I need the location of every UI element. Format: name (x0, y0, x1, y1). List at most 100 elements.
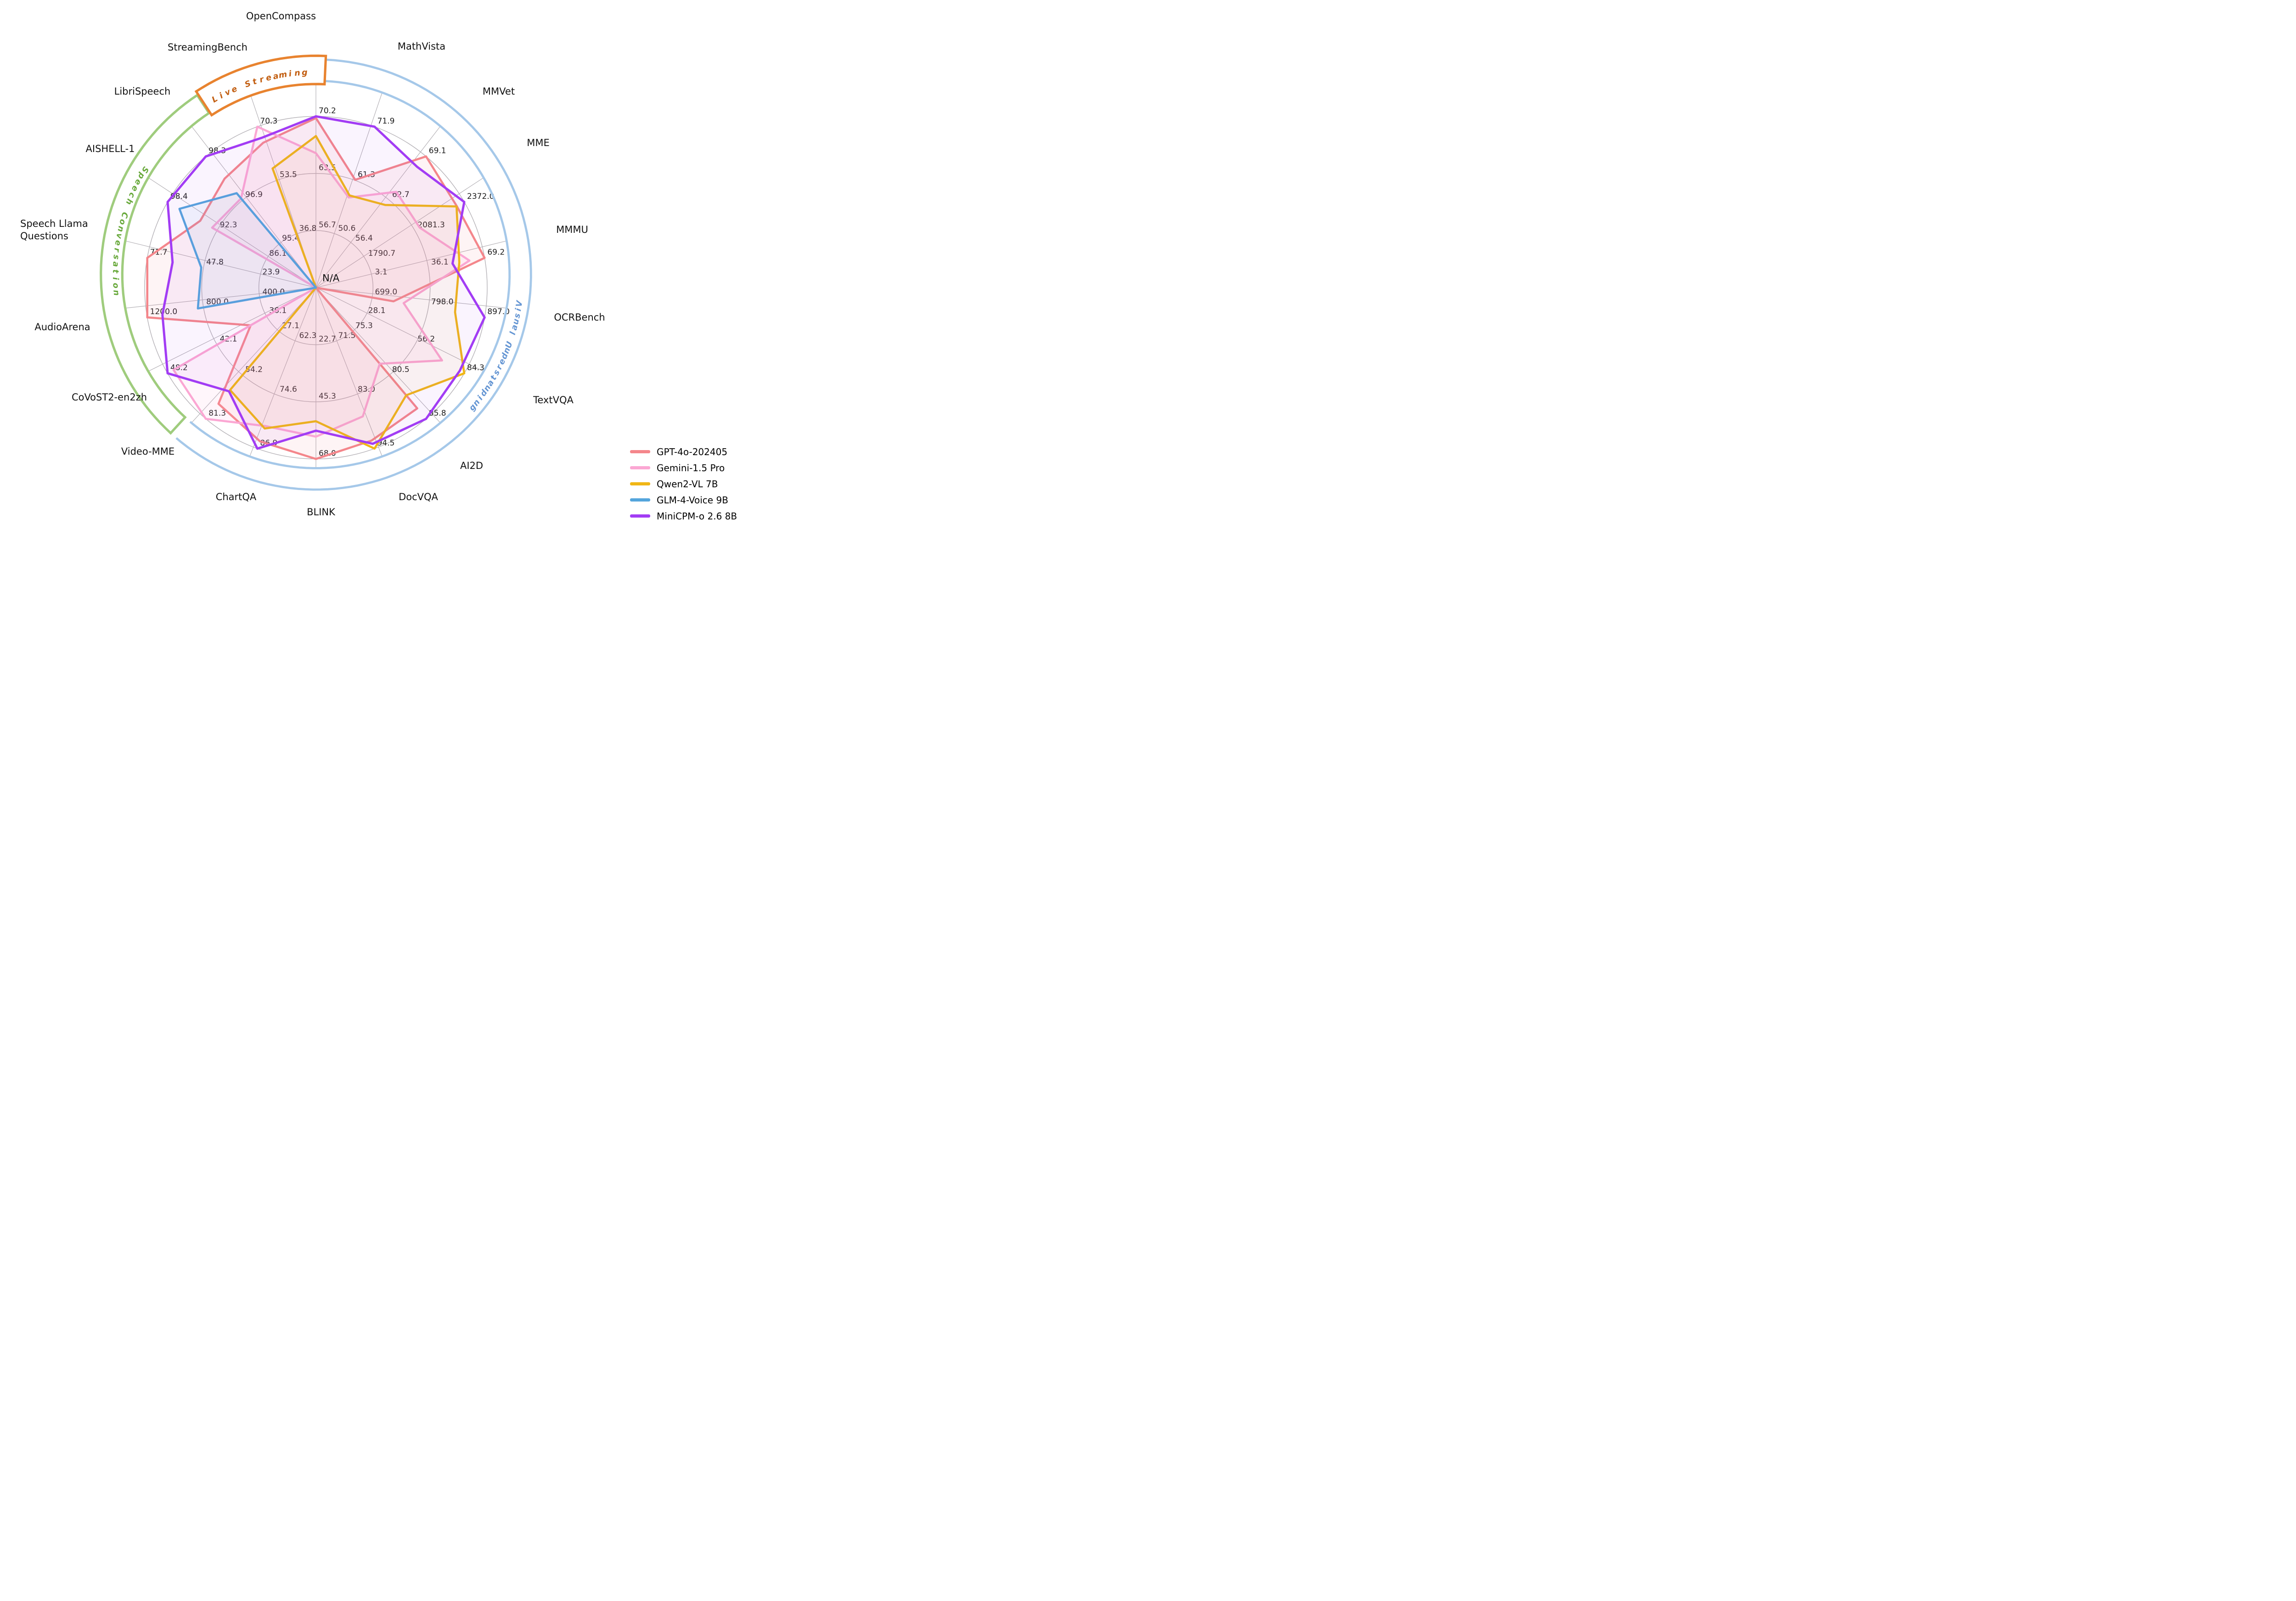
legend-item-minicpm-o-2-6-8b: MiniCPM-o 2.6 8B (630, 508, 737, 524)
legend-label: Gemini-1.5 Pro (657, 462, 725, 474)
group-speech-conversation-char-7: C (119, 211, 129, 219)
axis-label-Speech-Llama-Questions: Speech Llama Questions (20, 218, 88, 242)
tick-label-AISHELL-1-2: 86.1 (269, 249, 287, 258)
axis-label-AISHELL-1: AISHELL-1 (86, 143, 135, 154)
radar-figure: 70.2 63.5 56.7 71.9 61.3 50.6 69.1 62.7 56.4 2372… (0, 0, 781, 534)
tick-label-LibriSpeech-2: 95.4 (282, 234, 299, 243)
group-speech-conversation-char-9: n (115, 225, 125, 233)
group-speech-conversation-char-14: a (111, 261, 120, 267)
tick-label-BLINK-1: 45.3 (319, 392, 336, 401)
group-speech-conversation-char-10: v (114, 232, 124, 240)
group-live-streaming-char-13: g (301, 68, 308, 78)
group-speech-conversation-char-18: n (111, 289, 121, 296)
tick-label-AI2D-0: 85.8 (429, 409, 446, 418)
tick-label-AI2D-2: 75.3 (355, 321, 373, 331)
group-speech-conversation-char-16: i (111, 277, 120, 280)
axis-label-MMMU: MMMU (556, 224, 588, 235)
axis-label-StreamingBench: StreamingBench (168, 42, 248, 53)
tick-label-ChartQA-2: 62.3 (299, 331, 316, 340)
group-visual-understanding-char-7: U (504, 340, 515, 350)
axis-label-MathVista: MathVista (398, 41, 445, 52)
group-live-streaming-char-12: n (294, 68, 300, 78)
tick-label-StreamingBench-1: 53.5 (280, 170, 297, 180)
tick-label-MMVet-0: 69.1 (429, 147, 446, 156)
tick-label-OpenCompass-2: 56.7 (319, 220, 336, 230)
axis-label-CoVoST2-en2zh: CoVoST2-en2zh (72, 392, 147, 403)
tick-label-AI2D-1: 80.5 (392, 365, 410, 374)
grid-spoke-7 (315, 287, 441, 423)
axis-label-line-0: Speech Llama (20, 218, 88, 229)
grid-spoke-15 (148, 177, 316, 288)
group-speech-conversation-char-15: t (111, 269, 120, 273)
series-polygon-minicpm-o-2-6-8b (161, 115, 486, 450)
legend-swatch-icon (630, 466, 650, 469)
grid-spoke-10 (249, 288, 316, 457)
tick-label-Speech-Llama-Questions-2: 23.9 (263, 268, 280, 277)
chart-legend: GPT-4o-202405 Gemini-1.5 Pro Qwen2-VL 7B GL… (630, 444, 737, 524)
legend-item-gemini-1-5-pro: Gemini-1.5 Pro (630, 460, 737, 476)
legend-swatch-icon (630, 482, 650, 485)
grid-spoke-16 (191, 126, 316, 288)
axis-label-LibriSpeech: LibriSpeech (114, 86, 171, 97)
center-na-label: N/A (322, 272, 340, 283)
tick-label-OpenCompass-0: 70.2 (319, 106, 336, 115)
axis-label-AudioArena: AudioArena (34, 321, 90, 333)
tick-label-TextVQA-0: 84.3 (467, 363, 484, 372)
group-visual-understanding-char-3: u (511, 318, 521, 326)
group-speech-conversation-char-11: e (113, 239, 123, 246)
tick-label-MMMU-2: 3.1 (375, 268, 387, 277)
grid-spoke-13 (125, 287, 316, 309)
group-speech-conversation-char-17: o (111, 282, 120, 288)
legend-swatch-icon (630, 450, 650, 453)
tick-label-MMVet-2: 56.4 (355, 234, 373, 243)
grid-spoke-14 (125, 240, 316, 288)
legend-label: Qwen2-VL 7B (657, 478, 718, 490)
tick-label-OCRBench-1: 798.0 (431, 297, 454, 306)
tick-label-StreamingBench-2: 36.8 (299, 224, 316, 233)
tick-label-MMMU-1: 36.1 (431, 258, 449, 267)
legend-label: GLM-4-Voice 9B (657, 494, 728, 506)
axis-label-MMVet: MMVet (483, 86, 515, 97)
legend-label: MiniCPM-o 2.6 8B (657, 510, 737, 522)
series-polygon-glm-4-voice-9b (178, 192, 317, 310)
tick-label-DocVQA-2: 71.5 (338, 331, 356, 340)
axis-label-line-1: Questions (20, 231, 68, 242)
tick-label-MME-0: 2372.0 (467, 192, 494, 201)
axis-label-TextVQA: TextVQA (533, 395, 574, 406)
tick-label-OCRBench-0: 897.0 (487, 307, 510, 316)
grid-ring-1 (258, 230, 374, 345)
grid-spoke-4 (315, 240, 507, 288)
group-live-streaming-char-9: a (272, 72, 280, 82)
grid-spoke-6 (315, 287, 484, 372)
grid-spoke-2 (315, 126, 441, 288)
group-visual-understanding-char-0: V (515, 299, 525, 308)
legend-swatch-icon (630, 498, 650, 502)
grid-spoke-12 (148, 287, 316, 372)
tick-label-LibriSpeech-1: 96.9 (245, 190, 263, 199)
grid-ring-2 (201, 173, 431, 402)
tick-label-BLINK-2: 22.7 (319, 335, 336, 344)
grid-spoke-8 (315, 288, 383, 457)
group-live-streaming-char-11: i (288, 69, 293, 79)
legend-label: GPT-4o-202405 (657, 446, 728, 457)
legend-item-qwen2-vl-7b: Qwen2-VL 7B (630, 476, 737, 492)
tick-label-Speech-Llama-Questions-0: 71.7 (150, 248, 168, 257)
tick-label-MME-1: 2081.3 (417, 220, 445, 230)
tick-label-Video-MME-0: 81.3 (208, 409, 226, 418)
axis-label-DocVQA: DocVQA (399, 491, 438, 502)
group-speech-conversation-char-8: o (117, 218, 127, 226)
grid-spoke-11 (191, 287, 316, 423)
tick-label-MathVista-2: 50.6 (338, 224, 356, 233)
group-visual-understanding-char-1: i (514, 307, 523, 312)
axis-label-OpenCompass: OpenCompass (246, 11, 316, 22)
tick-label-TextVQA-2: 28.1 (368, 306, 386, 315)
legend-item-gpt-4o-202405: GPT-4o-202405 (630, 444, 737, 460)
axis-label-MME: MME (527, 137, 550, 148)
axis-label-AI2D: AI2D (460, 460, 483, 471)
group-visual-understanding-char-4: a (510, 324, 520, 332)
axis-label-ChartQA: ChartQA (216, 491, 257, 502)
legend-item-glm-4-voice-9b: GLM-4-Voice 9B (630, 492, 737, 508)
tick-label-MathVista-0: 71.9 (377, 117, 395, 126)
legend-swatch-icon (630, 514, 650, 518)
